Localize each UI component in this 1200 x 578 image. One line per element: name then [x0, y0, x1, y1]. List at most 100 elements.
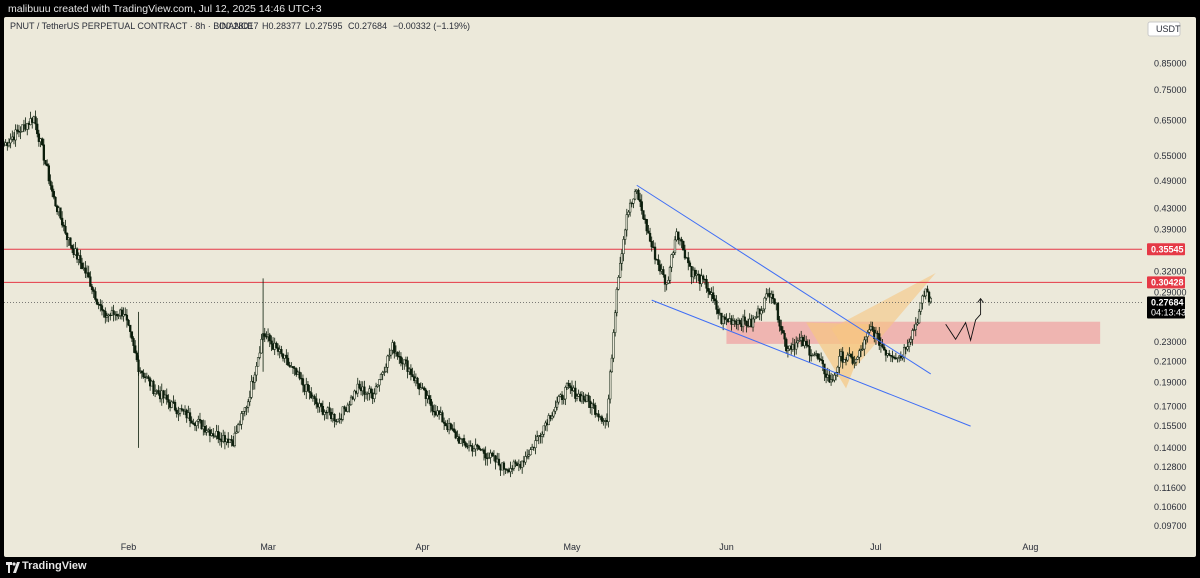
- candle-body: [625, 214, 628, 231]
- candle-body: [881, 343, 884, 348]
- candle-body: [115, 313, 119, 316]
- candle-body: [429, 398, 432, 406]
- price-tick-label: 0.11600: [1154, 483, 1186, 493]
- price-tick-label: 0.43000: [1154, 204, 1187, 214]
- candle-body: [653, 246, 657, 260]
- candle-body: [268, 334, 271, 342]
- candle-body: [418, 383, 421, 390]
- time-tick-label: Feb: [121, 542, 137, 552]
- candle-body: [927, 291, 931, 303]
- candle-body: [482, 449, 486, 454]
- candle-body: [37, 133, 41, 142]
- candle-body: [452, 428, 456, 432]
- candle-body: [129, 324, 132, 332]
- candle-body: [208, 429, 212, 436]
- candle-body: [893, 357, 896, 359]
- candle-body: [431, 405, 434, 412]
- candle-body: [388, 354, 391, 357]
- candle-body: [562, 398, 565, 400]
- candle-body: [441, 412, 444, 423]
- currency-badge[interactable]: USDT: [1147, 21, 1181, 37]
- candle-body: [62, 224, 65, 227]
- candle-body: [9, 138, 12, 144]
- candle-body: [587, 395, 590, 402]
- candle-body: [135, 352, 139, 361]
- candle-body: [540, 433, 544, 437]
- candle-body: [325, 411, 328, 414]
- candle-body: [487, 457, 491, 460]
- currency-badge-label: USDT: [1156, 24, 1181, 34]
- candle-body: [760, 310, 763, 315]
- candle-body: [409, 368, 413, 375]
- candle-body: [590, 403, 594, 408]
- candle-body: [521, 460, 524, 468]
- candle-body: [795, 342, 798, 350]
- candle-body: [320, 403, 323, 407]
- candle-body: [612, 332, 615, 359]
- candle-body: [134, 345, 137, 354]
- candle-body: [509, 468, 512, 473]
- candle-body: [36, 123, 39, 135]
- ohlc-open: O0.28017: [219, 21, 259, 31]
- chart-pane[interactable]: 0.85000 0.75000 0.65000 0.55000 0.49000 0.430…: [4, 17, 1196, 557]
- candle-body: [524, 456, 527, 463]
- candle-body: [120, 309, 124, 317]
- candle-body: [217, 431, 220, 440]
- candle-body: [379, 374, 383, 380]
- channel-layer: [636, 184, 971, 427]
- candle-body: [668, 267, 672, 281]
- candle-body: [828, 374, 831, 383]
- candle-body: [235, 431, 238, 434]
- candle-body: [896, 357, 899, 359]
- price-tick-label: 0.12800: [1154, 462, 1187, 472]
- candle-body: [529, 449, 532, 456]
- candle-body: [673, 239, 677, 254]
- candle-body: [190, 420, 193, 424]
- channel-lower-line[interactable]: [651, 299, 971, 427]
- candle-body: [723, 316, 726, 320]
- candle-body: [124, 314, 127, 316]
- candle-body: [602, 420, 605, 423]
- candle-body: [497, 458, 501, 466]
- pattern-leg-right: [831, 272, 936, 367]
- candle-body: [260, 339, 263, 354]
- candle-body: [178, 408, 182, 414]
- candle-body: [843, 359, 846, 363]
- candle-body: [677, 231, 680, 240]
- candle-body: [542, 425, 545, 435]
- candle-body: [751, 318, 755, 328]
- candle-body: [600, 416, 604, 422]
- resistance-tag-2-box: [1147, 276, 1185, 289]
- candle-body: [672, 252, 675, 255]
- price-tick-label: 0.29000: [1154, 288, 1187, 298]
- candle-body: [238, 424, 241, 426]
- time-axis[interactable]: Feb Mar Apr May Jun Jul Aug: [121, 542, 1039, 552]
- candle-body: [288, 365, 291, 367]
- price-axis[interactable]: 0.85000 0.75000 0.65000 0.55000 0.49000 0.430…: [1147, 58, 1187, 531]
- candle-body: [255, 365, 258, 376]
- price-chart[interactable]: 0.85000 0.75000 0.65000 0.55000 0.49000 0.430…: [4, 17, 1196, 557]
- candle-body: [670, 254, 673, 268]
- candle-body: [243, 407, 246, 412]
- current-price-tag-countdown: 04:13:43: [1151, 308, 1186, 318]
- candle-body: [90, 286, 94, 290]
- candle-body: [712, 292, 715, 300]
- candle-body: [609, 371, 612, 400]
- candle-body: [167, 399, 170, 403]
- candle-body: [871, 326, 874, 331]
- candle-body: [597, 413, 600, 418]
- candle-body: [383, 371, 386, 373]
- candle-body: [627, 211, 630, 215]
- candle-body: [140, 370, 143, 374]
- candle-body: [891, 355, 894, 358]
- candle-body: [301, 378, 305, 386]
- candle-body: [298, 371, 301, 379]
- channel-upper-line[interactable]: [636, 184, 932, 375]
- candle-body: [738, 320, 741, 325]
- candle-body: [454, 431, 457, 439]
- candle-body: [19, 131, 22, 133]
- candle-body: [574, 387, 577, 399]
- candle-body: [645, 219, 648, 232]
- candle-body: [237, 424, 240, 433]
